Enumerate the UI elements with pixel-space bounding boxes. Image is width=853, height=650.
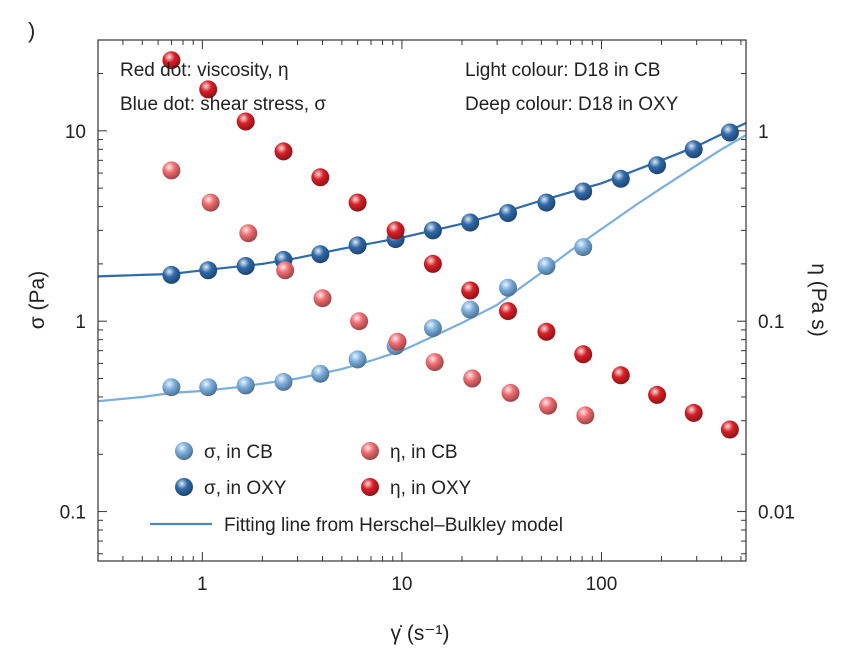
data-point — [574, 182, 593, 201]
legend-marker — [175, 442, 193, 460]
data-point — [388, 332, 407, 351]
data-points — [162, 51, 739, 439]
annotation-text: Light colour: D18 in CB — [465, 60, 660, 81]
data-point — [199, 378, 218, 397]
data-point — [348, 236, 367, 255]
data-point — [162, 161, 181, 180]
x-axis-title: γ̇ (s⁻¹) — [391, 622, 450, 645]
data-point — [274, 142, 293, 161]
data-point — [684, 140, 703, 159]
legend-marker — [361, 478, 379, 496]
axes: 1 10 100 0.1 1 10 0.01 0.1 1 γ̇ (s⁻¹) σ (Pa) η (Pa … — [26, 39, 830, 645]
data-point — [311, 364, 330, 383]
data-point — [348, 193, 367, 212]
data-point — [648, 156, 667, 175]
y2-tick-label: 0.01 — [758, 503, 795, 524]
data-point — [162, 265, 181, 284]
annotation-text: Red dot: viscosity, η — [120, 60, 289, 81]
data-point — [537, 193, 556, 212]
y-tick-label: 10 — [65, 122, 86, 143]
data-point — [348, 350, 367, 369]
legend-label: σ, in CB — [204, 442, 273, 463]
data-point — [425, 353, 444, 372]
data-point — [386, 221, 405, 240]
data-point — [648, 385, 667, 404]
data-point — [236, 257, 255, 275]
legend-marker — [175, 478, 193, 496]
data-point — [463, 369, 482, 388]
data-point — [720, 420, 739, 439]
panel-label: ) — [28, 18, 36, 43]
legend: σ, in CB η, in CB σ, in OXY η, in OXY Fittin… — [150, 442, 563, 536]
data-point — [611, 169, 630, 188]
legend-marker — [361, 442, 379, 460]
annotation-text: Blue dot: shear stress, σ — [120, 94, 326, 115]
data-point — [311, 168, 330, 187]
data-point — [274, 372, 293, 391]
data-point — [313, 289, 332, 308]
annotations: Red dot: viscosity, η Blue dot: shear str… — [120, 60, 679, 115]
data-point — [537, 322, 556, 341]
data-point — [499, 204, 517, 222]
data-point — [574, 238, 593, 257]
data-point — [423, 221, 442, 240]
fit-line-1 — [97, 122, 747, 278]
y2-tick-label: 1 — [758, 122, 769, 143]
data-point — [576, 406, 595, 425]
data-point — [461, 281, 480, 300]
data-point — [501, 383, 520, 402]
x-tick-label: 100 — [586, 574, 618, 595]
data-point — [720, 123, 739, 142]
data-point — [239, 224, 258, 243]
x-tick-label: 10 — [391, 574, 412, 595]
data-point — [350, 312, 369, 331]
data-point — [199, 261, 218, 280]
data-point — [574, 345, 593, 364]
data-point — [236, 112, 255, 131]
data-point — [684, 403, 703, 422]
legend-label: η, in CB — [390, 442, 458, 463]
data-point — [199, 80, 218, 99]
data-point — [276, 261, 295, 280]
data-point — [537, 257, 556, 275]
data-point — [162, 51, 181, 70]
data-point — [499, 278, 517, 297]
y-tick-label: 0.1 — [60, 503, 86, 524]
y2-axis-title: η (Pa s) — [807, 263, 830, 337]
data-point — [461, 213, 480, 232]
fit-line-0 — [97, 134, 747, 403]
data-point — [423, 254, 442, 273]
data-point — [423, 319, 442, 338]
data-point — [162, 378, 181, 397]
x-tick-label: 1 — [197, 574, 208, 595]
data-point — [539, 396, 558, 415]
data-point — [461, 300, 480, 319]
y-axis-title: σ (Pa) — [26, 271, 49, 329]
data-point — [201, 193, 220, 212]
data-point — [611, 366, 630, 385]
plot-frame — [97, 39, 747, 562]
legend-fit-label: Fitting line from Herschel–Bulkley model — [224, 515, 563, 536]
y-tick-label: 1 — [75, 312, 86, 333]
legend-label: η, in OXY — [390, 478, 472, 499]
y2-tick-label: 0.1 — [758, 312, 784, 333]
data-point — [311, 245, 330, 264]
data-point — [236, 376, 255, 395]
data-point — [499, 302, 517, 321]
legend-label: σ, in OXY — [204, 478, 287, 499]
annotation-text: Deep colour: D18 in OXY — [465, 94, 679, 115]
